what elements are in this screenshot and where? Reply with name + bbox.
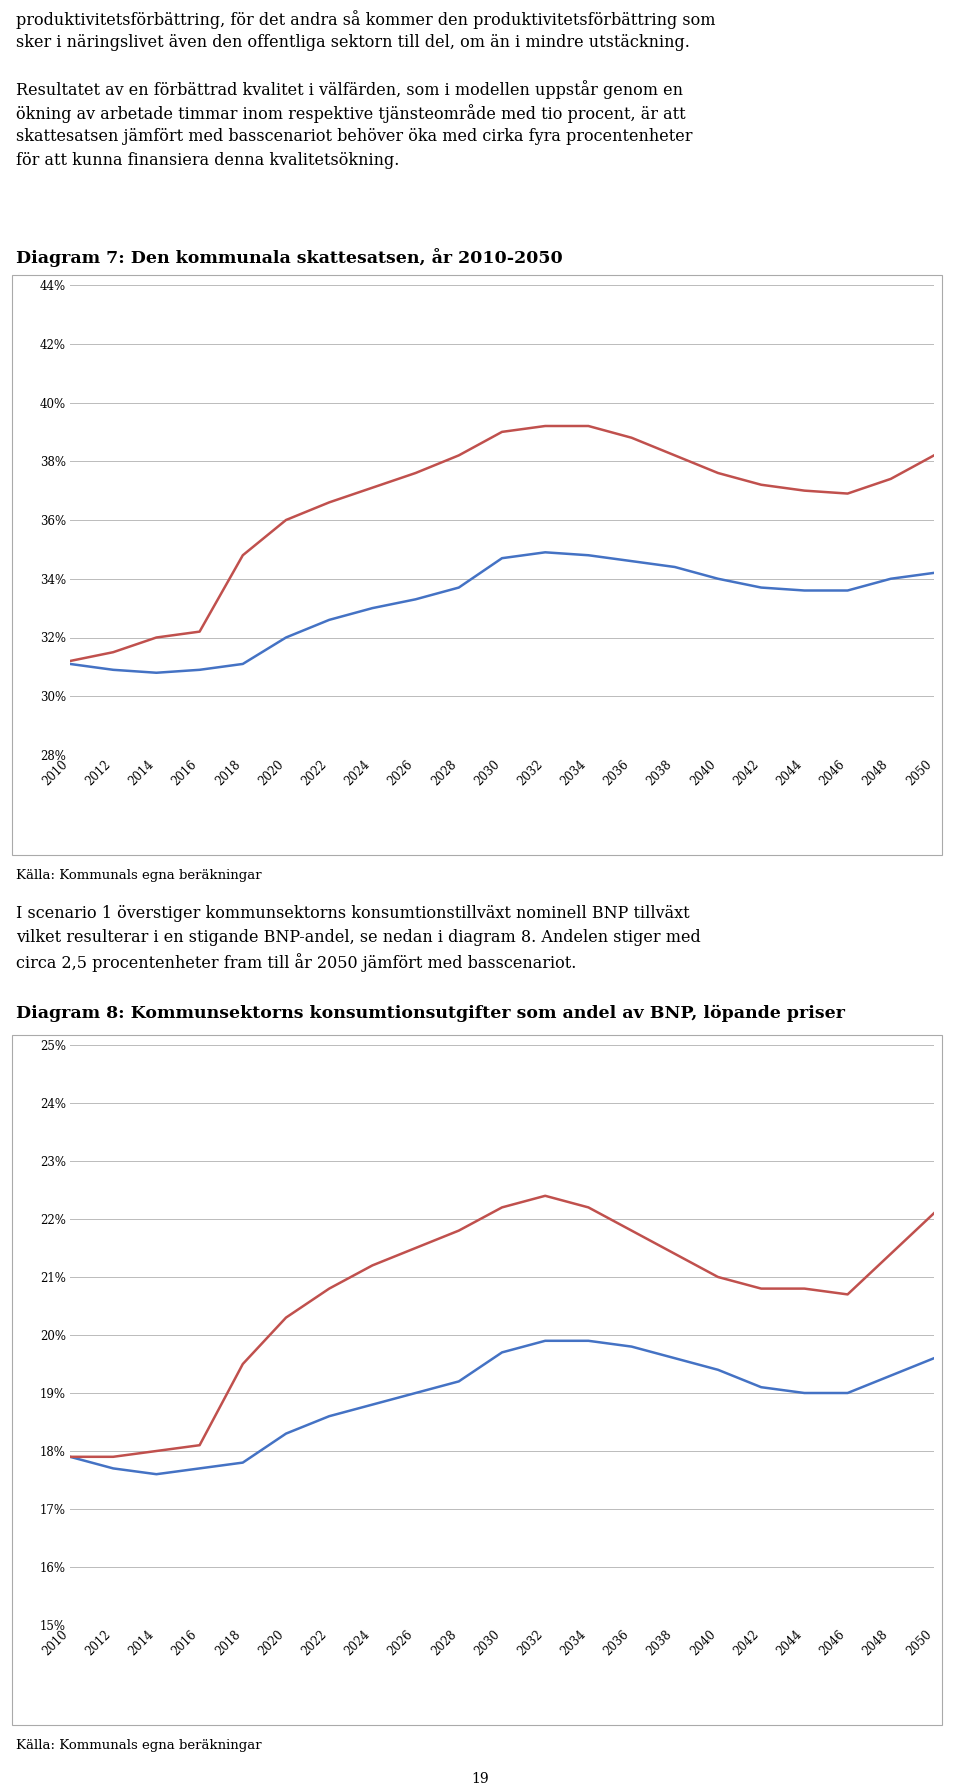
Text: I scenario 1 överstiger kommunsektorns konsumtionstillväxt nominell BNP tillväxt: I scenario 1 överstiger kommunsektorns k… [16, 905, 689, 923]
Text: Resultatet av en förbättrad kvalitet i välfärden, som i modellen uppstår genom e: Resultatet av en förbättrad kvalitet i v… [16, 80, 683, 98]
Text: sker i näringslivet även den offentliga sektorn till del, om än i mindre utstäck: sker i näringslivet även den offentliga … [16, 34, 690, 52]
Text: Källa: Kommunals egna beräkningar: Källa: Kommunals egna beräkningar [16, 869, 262, 881]
Text: Källa: Kommunals egna beräkningar: Källa: Kommunals egna beräkningar [16, 1740, 262, 1752]
Legend: Basscenario, plus kvalitet: Basscenario, plus kvalitet [378, 1266, 626, 1289]
Text: skattesatsen jämfört med basscenariot behöver öka med cirka fyra procentenheter: skattesatsen jämfört med basscenariot be… [16, 129, 692, 145]
Text: produktivitetsförbättring, för det andra så kommer den produktivitetsförbättring: produktivitetsförbättring, för det andra… [16, 11, 715, 29]
Text: Diagram 8: Kommunsektorns konsumtionsutgifter som andel av BNP, löpande priser: Diagram 8: Kommunsektorns konsumtionsutg… [16, 1005, 845, 1023]
Text: vilket resulterar i en stigande BNP-andel, se nedan i diagram 8. Andelen stiger : vilket resulterar i en stigande BNP-ande… [16, 930, 701, 946]
Text: Diagram 7: Den kommunala skattesatsen, år 2010-2050: Diagram 7: Den kommunala skattesatsen, å… [16, 249, 563, 266]
Text: circa 2,5 procentenheter fram till år 2050 jämfört med basscenariot.: circa 2,5 procentenheter fram till år 20… [16, 953, 576, 973]
Text: för att kunna finansiera denna kvalitetsökning.: för att kunna finansiera denna kvalitets… [16, 152, 399, 170]
Text: 19: 19 [471, 1772, 489, 1786]
Text: ökning av arbetade timmar inom respektive tjänsteområde med tio procent, är att: ökning av arbetade timmar inom respektiv… [16, 104, 685, 123]
